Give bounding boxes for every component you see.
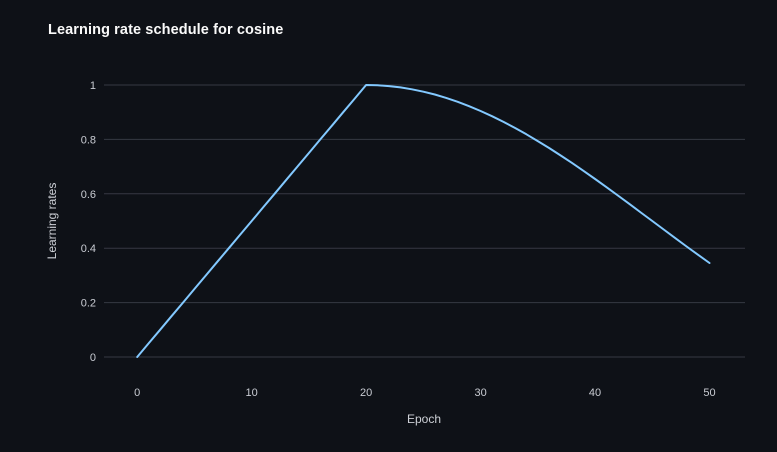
x-axis-title: Epoch <box>407 412 441 426</box>
chart-series <box>136 84 711 358</box>
y-tick-label: 0.4 <box>81 243 96 255</box>
y-tick-label: 1 <box>90 80 96 92</box>
x-tick-label: 20 <box>360 387 372 399</box>
x-tick-label: 10 <box>246 387 258 399</box>
x-tick-label: 50 <box>703 387 715 399</box>
y-axis-tick-labels: 0 0.2 0.4 0.6 0.8 1 <box>81 80 96 364</box>
x-tick-label: 40 <box>589 387 601 399</box>
y-tick-label: 0 <box>90 352 96 364</box>
x-tick-label: 30 <box>474 387 486 399</box>
x-axis-tick-labels: 0 10 20 30 40 50 <box>134 387 716 399</box>
y-axis-title: Learning rates <box>45 183 59 260</box>
y-tick-label: 0.6 <box>81 189 96 201</box>
learning-rate-line <box>136 84 711 358</box>
gridlines <box>104 84 745 358</box>
y-tick-label: 0.2 <box>81 298 96 310</box>
x-tick-label: 0 <box>134 387 140 399</box>
y-tick-label: 0.8 <box>81 134 96 146</box>
chart-title: Learning rate schedule for cosine <box>48 22 284 38</box>
